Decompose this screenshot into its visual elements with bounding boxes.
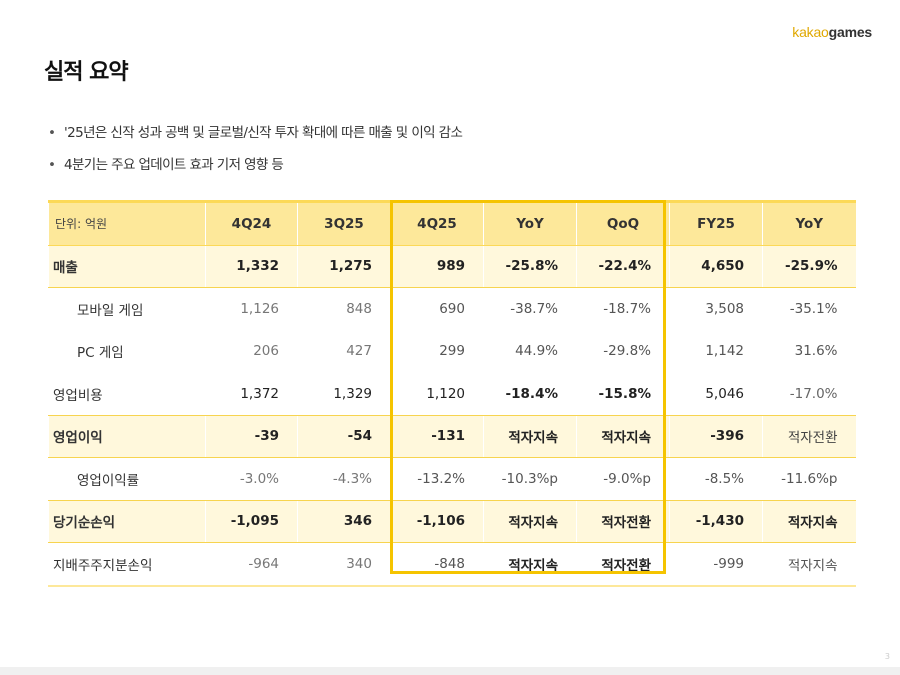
table-cell: 1,329 (297, 372, 391, 416)
table-header-row: 단위: 억원 4Q24 3Q25 4Q25 YoY QoQ FY25 YoY (48, 200, 856, 246)
bullet-dot-icon: • (48, 157, 56, 173)
table-cell: 적자지속 (576, 415, 670, 458)
table-cell: 1,142 (669, 330, 763, 373)
table-cell: -964 (205, 542, 298, 587)
column-header: 4Q25 (390, 200, 484, 246)
logo-kakao-text: kakao (792, 24, 829, 40)
table-cell: -3.0% (205, 457, 298, 501)
table-cell: -25.8% (483, 245, 577, 288)
table-cell: 340 (297, 542, 391, 587)
table-cell: 적자지속 (762, 500, 856, 543)
table-cell: -999 (669, 542, 763, 587)
row-label: 영업이익률 (48, 457, 206, 501)
table-row: 영업이익 -39 -54 -131 적자지속 적자지속 -396 적자전환 (48, 415, 856, 458)
row-label: 당기순손익 (48, 500, 206, 543)
row-label: 지배주주지분손익 (48, 542, 206, 587)
table-cell: -11.6%p (762, 457, 856, 501)
table-cell: -4.3% (297, 457, 391, 501)
table-cell: 5,046 (669, 372, 763, 416)
column-header: 4Q24 (205, 200, 298, 246)
table-cell: -10.3%p (483, 457, 577, 501)
table-cell: -1,106 (390, 500, 484, 543)
table-cell: -54 (297, 415, 391, 458)
table-cell: -13.2% (390, 457, 484, 501)
table-cell: -1,430 (669, 500, 763, 543)
table-row: 당기순손익 -1,095 346 -1,106 적자지속 적자전환 -1,430… (48, 500, 856, 543)
table-cell: -1,095 (205, 500, 298, 543)
kakaogames-logo: kakaogames (792, 24, 872, 40)
bullet-item: • 4분기는 주요 업데이트 효과 기저 영향 등 (48, 152, 462, 184)
table-cell: 1,332 (205, 245, 298, 288)
bullet-item: • '25년은 신작 성과 공백 및 글로벌/신작 투자 확대에 따른 매출 및 … (48, 120, 463, 152)
column-header: FY25 (669, 200, 763, 246)
bullet-dot-icon: • (48, 125, 56, 141)
table-cell: -38.7% (483, 287, 577, 331)
table-cell: -22.4% (576, 245, 670, 288)
table-cell: -18.7% (576, 287, 670, 331)
table-row: 지배주주지분손익 -964 340 -848 적자지속 적자전환 -999 적자… (48, 542, 856, 587)
table-cell: 적자전환 (576, 500, 670, 543)
footer-bar (0, 667, 900, 675)
table-cell: -17.0% (762, 372, 856, 416)
logo-games-text: games (828, 24, 873, 40)
table-cell: 적자지속 (762, 542, 856, 587)
table-cell: 1,126 (205, 287, 298, 331)
table-cell: -25.9% (762, 245, 856, 288)
performance-summary-table: 단위: 억원 4Q24 3Q25 4Q25 YoY QoQ FY25 YoY 매… (48, 200, 856, 587)
table-row: 영업비용 1,372 1,329 1,120 -18.4% -15.8% 5,0… (48, 372, 856, 416)
table-row: 영업이익률 -3.0% -4.3% -13.2% -10.3%p -9.0%p … (48, 457, 856, 501)
table-cell: -15.8% (576, 372, 670, 416)
table-cell: 690 (390, 287, 484, 331)
table-cell: 1,372 (205, 372, 298, 416)
table-cell: -8.5% (669, 457, 763, 501)
table-cell: 44.9% (483, 330, 577, 373)
row-label: 영업비용 (48, 372, 206, 416)
page-title: 실적 요약 (44, 60, 129, 85)
column-header: 3Q25 (297, 200, 391, 246)
column-header: QoQ (576, 200, 670, 246)
table-row: 모바일 게임 1,126 848 690 -38.7% -18.7% 3,508… (48, 287, 856, 331)
table-cell: -29.8% (576, 330, 670, 373)
table-cell: 적자지속 (483, 500, 577, 543)
bullet-text: '25년은 신작 성과 공백 및 글로벌/신작 투자 확대에 따른 매출 및 이… (64, 125, 463, 141)
table-cell: 848 (297, 287, 391, 331)
table-cell: 적자전환 (576, 542, 670, 587)
table-row: 매출 1,332 1,275 989 -25.8% -22.4% 4,650 -… (48, 245, 856, 288)
row-label: PC 게임 (48, 330, 206, 373)
table-cell: 299 (390, 330, 484, 373)
table-cell: 3,508 (669, 287, 763, 331)
row-label: 매출 (48, 245, 206, 288)
table-cell: 4,650 (669, 245, 763, 288)
table-cell: 1,120 (390, 372, 484, 416)
table-cell: -9.0%p (576, 457, 670, 501)
table-cell: -35.1% (762, 287, 856, 331)
bullet-text: 4분기는 주요 업데이트 효과 기저 영향 등 (64, 157, 284, 173)
page-number: 3 (884, 652, 890, 661)
table-row: PC 게임 206 427 299 44.9% -29.8% 1,142 31.… (48, 330, 856, 373)
row-label: 영업이익 (48, 415, 206, 458)
table-cell: -18.4% (483, 372, 577, 416)
table-cell: 989 (390, 245, 484, 288)
summary-bullets: • '25년은 신작 성과 공백 및 글로벌/신작 투자 확대에 따른 매출 및 … (48, 120, 463, 184)
table-cell: 427 (297, 330, 391, 373)
table-cell: 206 (205, 330, 298, 373)
table-cell: -39 (205, 415, 298, 458)
row-label: 모바일 게임 (48, 287, 206, 331)
table-cell: 31.6% (762, 330, 856, 373)
table-cell: 적자지속 (483, 542, 577, 587)
unit-label: 단위: 억원 (48, 200, 206, 246)
table-cell: 적자전환 (762, 415, 856, 458)
column-header: YoY (483, 200, 577, 246)
table-cell: 346 (297, 500, 391, 543)
column-header: YoY (762, 200, 856, 246)
table-cell: 1,275 (297, 245, 391, 288)
table-cell: -396 (669, 415, 763, 458)
table-cell: -848 (390, 542, 484, 587)
table-cell: 적자지속 (483, 415, 577, 458)
table-cell: -131 (390, 415, 484, 458)
